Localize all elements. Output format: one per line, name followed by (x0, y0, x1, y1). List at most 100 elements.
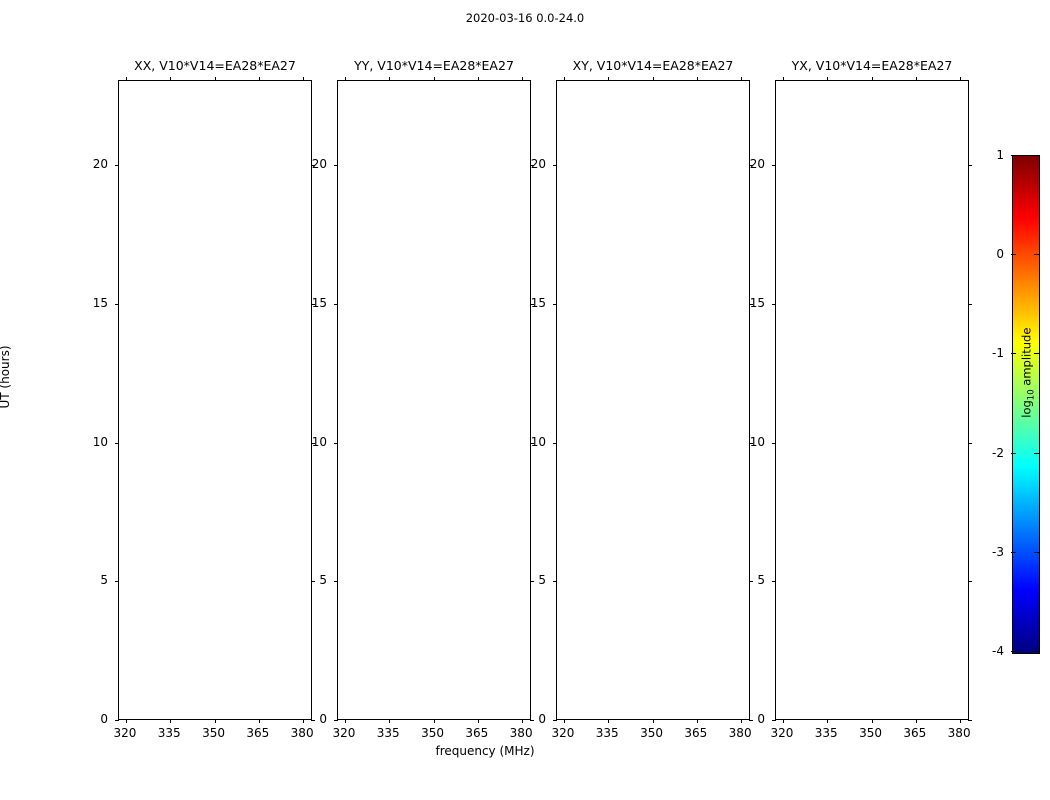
x-tick-label: 365 (903, 726, 927, 740)
x-tick-top (477, 77, 479, 81)
y-tick (115, 165, 119, 167)
x-tick-top (741, 77, 743, 81)
y-tick-label: 10 (92, 434, 108, 449)
y-tick-right (530, 581, 534, 583)
panel-title-xy: XY, V10*V14=EA28*EA27 (572, 58, 734, 73)
x-tick (433, 719, 435, 723)
x-tick-label: 380 (290, 726, 314, 740)
x-tick-label: 365 (465, 726, 489, 740)
y-tick-label: 0 (757, 712, 765, 726)
x-tick-label: 350 (421, 726, 444, 740)
x-tick-top (652, 77, 654, 81)
y-tick (553, 303, 557, 305)
y-tick-right (968, 720, 972, 721)
panel-title-xx: XX, V10*V14=EA28*EA27 (134, 58, 296, 73)
figure-suptitle: 2020-03-16 0.0-24.0 (465, 11, 585, 25)
colorbar-tick (1034, 353, 1039, 355)
x-tick (827, 719, 829, 723)
colorbar-tick (1034, 254, 1039, 256)
colorbar-tick-left (1011, 155, 1016, 156)
colorbar-tick (1034, 155, 1039, 156)
panel-title-yx: YX, V10*V14=EA28*EA27 (791, 58, 953, 73)
x-tick-top (960, 77, 962, 81)
y-tick-label: 10 (530, 434, 546, 449)
y-tick (772, 303, 776, 305)
x-tick (389, 719, 391, 723)
y-tick (772, 581, 776, 583)
x-axis-label: frequency (MHz) (435, 744, 535, 758)
panel-yy[interactable]: YY, V10*V14=EA28*EA27 320 335 350 365 380 0 5 10… (312, 58, 534, 740)
panel-title-yy: YY, V10*V14=EA28*EA27 (354, 58, 514, 73)
y-tick (772, 442, 776, 444)
y-tick (334, 165, 338, 167)
x-tick-label: 335 (595, 726, 619, 740)
y-tick-right (968, 581, 972, 583)
x-tick-label: 335 (376, 726, 400, 740)
colorbar-tick-label: -1 (992, 346, 1004, 361)
panel-yx[interactable]: YX, V10*V14=EA28*EA27 320 335 350 365 380 0 5 10… (750, 58, 972, 740)
x-tick (696, 719, 698, 723)
y-tick (334, 720, 338, 721)
colorbar-tick-left (1011, 254, 1016, 256)
y-tick-label: 5 (538, 573, 546, 588)
x-tick (871, 719, 873, 723)
colorbar-tick-label: 1 (996, 148, 1004, 162)
colorbar-tick-label: -2 (992, 445, 1004, 460)
x-tick-label: 350 (202, 726, 225, 740)
x-tick-top (170, 77, 172, 81)
y-tick (553, 442, 557, 444)
y-tick-label: 20 (749, 157, 765, 172)
colorbar-tick-left (1011, 452, 1016, 454)
x-tick (522, 719, 524, 723)
x-tick (214, 719, 216, 723)
y-tick-label: 15 (311, 295, 327, 310)
y-tick (334, 442, 338, 444)
x-tick (563, 719, 565, 723)
panel-xy[interactable]: XY, V10*V14=EA28*EA27 320 335 350 365 380 0 5 10… (531, 58, 753, 740)
x-tick-top (782, 77, 784, 81)
y-tick-right (530, 720, 534, 721)
x-tick-top (871, 77, 873, 81)
y-tick (115, 581, 119, 583)
y-tick-right (311, 581, 315, 583)
x-tick-label: 335 (157, 726, 181, 740)
x-tick-top (696, 77, 698, 81)
x-tick-top (125, 77, 127, 81)
colorbar-gradient (1012, 155, 1040, 654)
y-tick (334, 303, 338, 305)
colorbar-tick-left (1011, 651, 1016, 652)
panel-xx[interactable]: XX, V10*V14=EA28*EA27 320 335 350 365 380 0 5 10… (93, 58, 315, 740)
y-tick-label: 0 (538, 712, 546, 726)
x-tick-label: 350 (640, 726, 663, 740)
colorbar-tick-left (1011, 551, 1016, 553)
x-tick (344, 719, 346, 723)
colorbar[interactable]: -4 -3 -2 -1 0 1 log10 amplitude (992, 148, 1040, 658)
y-tick-label: 10 (749, 434, 765, 449)
colorbar-tick-label: -4 (992, 644, 1004, 658)
colorbar-tick-label: 0 (996, 247, 1004, 262)
x-tick-label: 320 (770, 726, 794, 740)
y-axis-label: UT (hours) (0, 345, 12, 409)
x-tick-top (344, 77, 346, 81)
y-tick-label: 5 (757, 573, 765, 588)
y-tick-label: 10 (311, 434, 327, 449)
y-tick-right (311, 442, 315, 444)
x-tick-label: 320 (113, 726, 137, 740)
colorbar-label: log10 amplitude (1019, 308, 1036, 438)
x-tick-label: 350 (859, 726, 882, 740)
y-tick-right (530, 442, 534, 444)
y-tick-right (749, 442, 753, 444)
x-tick (652, 719, 654, 723)
y-tick (553, 581, 557, 583)
axes-frame (553, 77, 753, 723)
x-tick-label: 320 (332, 726, 356, 740)
x-tick (303, 719, 305, 723)
colorbar-tick (1034, 651, 1039, 652)
y-tick-right (749, 303, 753, 305)
x-tick-top (522, 77, 524, 81)
x-tick (741, 719, 743, 723)
colorbar-tick (1034, 452, 1039, 454)
x-tick-label: 365 (246, 726, 270, 740)
y-tick (772, 165, 776, 167)
